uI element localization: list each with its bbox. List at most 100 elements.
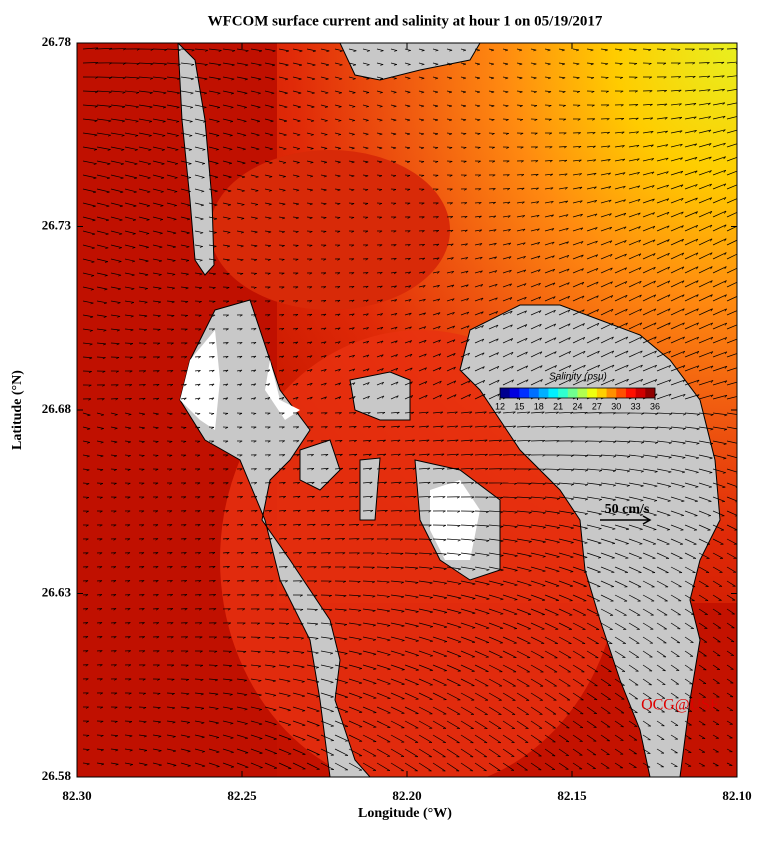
current-vector-head xyxy=(651,158,655,161)
current-vector-head xyxy=(682,379,686,383)
current-vector-head xyxy=(436,271,440,274)
current-vector-head xyxy=(465,243,468,246)
current-vector-head xyxy=(634,90,638,93)
current-vector-head xyxy=(422,244,425,247)
current-vector-head xyxy=(144,288,148,290)
current-vector xyxy=(502,664,517,673)
current-vector-head xyxy=(548,105,552,108)
current-vector xyxy=(516,379,529,386)
current-vector-head xyxy=(654,393,658,397)
current-vector xyxy=(460,678,475,687)
current-vector xyxy=(488,566,504,571)
current-vector-head xyxy=(625,528,630,531)
current-vector xyxy=(614,308,628,316)
colorbar: Salinity (psu) 12 15 18 21 24 27 30 33 36 xyxy=(495,372,660,412)
current-vector xyxy=(222,692,233,695)
current-vector xyxy=(362,90,370,93)
current-vector xyxy=(712,380,728,386)
current-vector xyxy=(446,425,458,428)
current-vector-head xyxy=(519,91,523,94)
current-vector-head xyxy=(576,63,580,66)
current-vector xyxy=(418,146,425,149)
current-vector-head xyxy=(240,538,244,541)
current-vector xyxy=(404,762,418,772)
current-vector xyxy=(698,365,714,372)
current-vector-head xyxy=(106,205,110,208)
current-vector xyxy=(502,338,513,344)
current-vector xyxy=(124,244,136,248)
current-vector xyxy=(180,286,189,289)
current-vector-head xyxy=(413,481,417,485)
current-vector xyxy=(670,706,679,713)
current-vector-head xyxy=(86,469,90,472)
current-vector xyxy=(418,481,431,484)
current-vector-head xyxy=(584,484,589,487)
current-vector xyxy=(432,650,448,657)
current-vector xyxy=(306,313,313,316)
current-vector-head xyxy=(396,395,399,399)
current-vector-head xyxy=(521,174,525,177)
current-vector xyxy=(404,467,416,470)
current-vector-head xyxy=(188,163,192,165)
current-vector xyxy=(628,426,645,428)
current-vector-head xyxy=(738,170,740,172)
current-vector xyxy=(684,594,695,602)
current-vector xyxy=(362,104,369,107)
current-vector-head xyxy=(253,397,257,400)
current-vector xyxy=(110,286,121,290)
current-vector-head xyxy=(353,426,357,429)
current-vector-head xyxy=(379,258,383,261)
current-vector xyxy=(404,244,411,246)
current-vector-head xyxy=(639,267,642,271)
current-vector-head xyxy=(169,413,173,416)
current-vector xyxy=(726,650,734,656)
current-vector xyxy=(222,90,234,94)
current-vector-head xyxy=(127,566,131,569)
current-vector xyxy=(628,706,638,714)
current-vector-head xyxy=(122,62,126,65)
current-vector xyxy=(698,664,707,671)
current-vector-head xyxy=(298,538,302,541)
current-vector-head xyxy=(627,456,631,458)
current-vector-head xyxy=(315,652,319,655)
current-vector xyxy=(502,524,518,527)
current-vector xyxy=(250,104,261,108)
current-vector-head xyxy=(358,624,362,627)
current-vector-head xyxy=(579,186,583,190)
current-vector-head xyxy=(354,467,358,471)
current-vector xyxy=(712,61,725,64)
current-vector-head xyxy=(633,49,637,52)
current-vector xyxy=(712,454,727,459)
current-vector-head xyxy=(380,327,384,330)
current-vector xyxy=(418,257,425,260)
current-vector-head xyxy=(311,106,315,108)
current-vector-head xyxy=(186,693,190,696)
current-vector xyxy=(334,440,343,442)
current-vector-head xyxy=(584,513,588,515)
current-vector xyxy=(152,202,164,206)
current-vector xyxy=(628,454,644,458)
current-vector xyxy=(656,426,672,429)
current-vector-head xyxy=(668,442,672,445)
current-vector-head xyxy=(453,366,456,370)
current-vector-head xyxy=(654,379,658,383)
current-vector-head xyxy=(566,268,570,272)
axes: 82.30 82.25 82.20 82.15 82.1026.5826.6326.68… xyxy=(42,34,752,803)
current-vector xyxy=(166,720,176,723)
current-vector xyxy=(656,252,670,260)
current-vector-head xyxy=(187,765,191,767)
current-vector xyxy=(348,706,363,713)
current-vector-head xyxy=(562,77,566,80)
current-vector-head xyxy=(365,189,369,192)
current-vector-head xyxy=(183,552,187,555)
current-vector xyxy=(628,144,640,148)
current-vector-head xyxy=(258,665,262,668)
current-vector-head xyxy=(163,63,167,66)
current-vector xyxy=(516,174,524,176)
current-vector-head xyxy=(90,302,94,305)
current-vector-head xyxy=(678,76,682,79)
current-vector-head xyxy=(225,342,229,345)
current-vector-head xyxy=(344,667,348,670)
current-vector xyxy=(670,566,683,573)
current-vector-head xyxy=(357,581,361,584)
